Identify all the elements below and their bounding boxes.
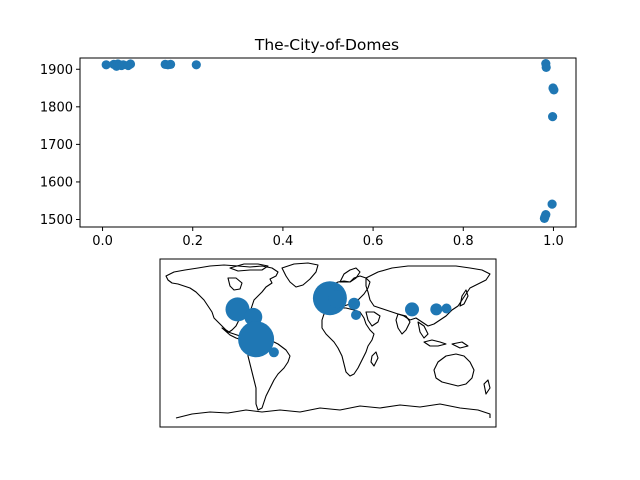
x-tick-label: 0.4 — [273, 234, 294, 249]
scatter-point — [125, 59, 136, 69]
map-point — [405, 302, 419, 317]
map-point — [238, 321, 275, 358]
coastline-new-zealand — [483, 379, 491, 395]
x-tick-label: 1.0 — [543, 234, 564, 249]
scatter-point — [166, 59, 176, 69]
map-point — [441, 303, 452, 314]
x-tick-label: 0.0 — [92, 234, 113, 249]
scatter-point — [549, 85, 559, 95]
scatter-point — [541, 62, 551, 72]
coastline-arabia — [365, 311, 381, 327]
y-tick-label: 1500 — [40, 213, 73, 228]
coastline-japan — [459, 289, 469, 307]
scatter-chart: The-City-of-Domes 0.0 0.2 0.4 0.6 0.8 1.0 150… — [40, 36, 577, 249]
y-tick-label: 1800 — [40, 100, 73, 115]
coastline-new-guinea — [451, 341, 469, 349]
coastline-southeast-asia — [417, 321, 429, 339]
y-axis-ticks: 1500 1600 1700 1800 1900 — [40, 63, 80, 228]
coastline-madagascar — [370, 351, 379, 367]
coastline-asia — [365, 265, 491, 327]
scatter-point — [191, 60, 201, 70]
map-point — [225, 297, 250, 322]
map-point — [328, 290, 347, 309]
x-axis-ticks: 0.0 0.2 0.4 0.6 0.8 1.0 — [92, 227, 564, 249]
map-point — [268, 347, 279, 358]
scatter-point — [539, 213, 550, 223]
plot-frame — [79, 57, 577, 228]
scatter-point — [101, 60, 111, 70]
coastline-india — [395, 313, 411, 335]
map-point — [430, 303, 443, 316]
map-points — [225, 281, 452, 358]
map-frame — [159, 258, 497, 428]
y-tick-label: 1900 — [40, 63, 73, 78]
coastline-indonesia — [423, 339, 447, 347]
coastline-australia — [433, 353, 475, 387]
scatter-points — [101, 59, 559, 223]
y-tick-label: 1700 — [40, 138, 73, 153]
x-tick-label: 0.2 — [182, 234, 203, 249]
chart-title: The-City-of-Domes — [254, 36, 399, 54]
coastline-antarctica — [175, 403, 491, 419]
x-tick-label: 0.6 — [363, 234, 384, 249]
coastline-south-america — [247, 337, 291, 411]
coastline-hudson-bay — [227, 277, 243, 291]
map-point — [348, 297, 361, 310]
scatter-point — [547, 199, 557, 209]
coastline-scandinavia — [339, 267, 361, 283]
map-chart — [159, 258, 497, 428]
map-point — [351, 310, 361, 320]
coastline-greenland — [281, 262, 319, 288]
x-tick-label: 0.8 — [453, 234, 474, 249]
scatter-point — [548, 112, 558, 122]
coastline-arctic-islands — [229, 263, 269, 272]
y-tick-label: 1600 — [40, 175, 73, 190]
